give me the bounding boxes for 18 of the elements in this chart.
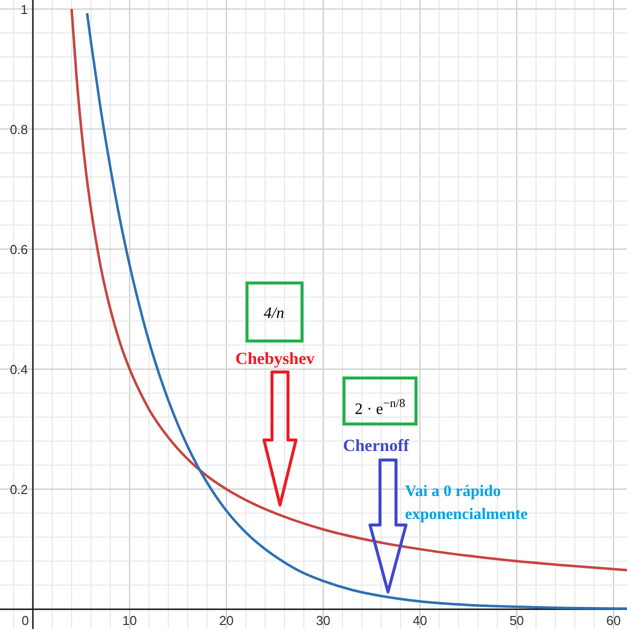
y-tick-label: 1 [20, 2, 28, 18]
y-tick-label: 0.4 [10, 362, 28, 378]
x-tick-label: 60 [606, 613, 621, 628]
y-tick-label: 0.2 [10, 482, 28, 498]
x-tick-label: 0 [22, 613, 29, 628]
x-tick-label: 30 [316, 613, 330, 628]
x-tick-label: 20 [219, 613, 234, 628]
x-tick-label: 50 [509, 613, 524, 628]
annotation: exponencialmente [405, 506, 528, 523]
annotation: Chernoff [342, 436, 410, 455]
y-tick-label: 0.6 [10, 242, 28, 258]
x-tick-label: 10 [122, 613, 137, 628]
x-tick-label: 40 [412, 613, 428, 628]
annotation: Vai a 0 rápido [405, 483, 501, 500]
annotation: 2 · e$^{−n/8}$ [354, 396, 406, 418]
annotation: 4/n [264, 305, 284, 322]
annotation: Chebyshev [235, 349, 316, 368]
y-tick-label: 0.8 [10, 122, 28, 138]
